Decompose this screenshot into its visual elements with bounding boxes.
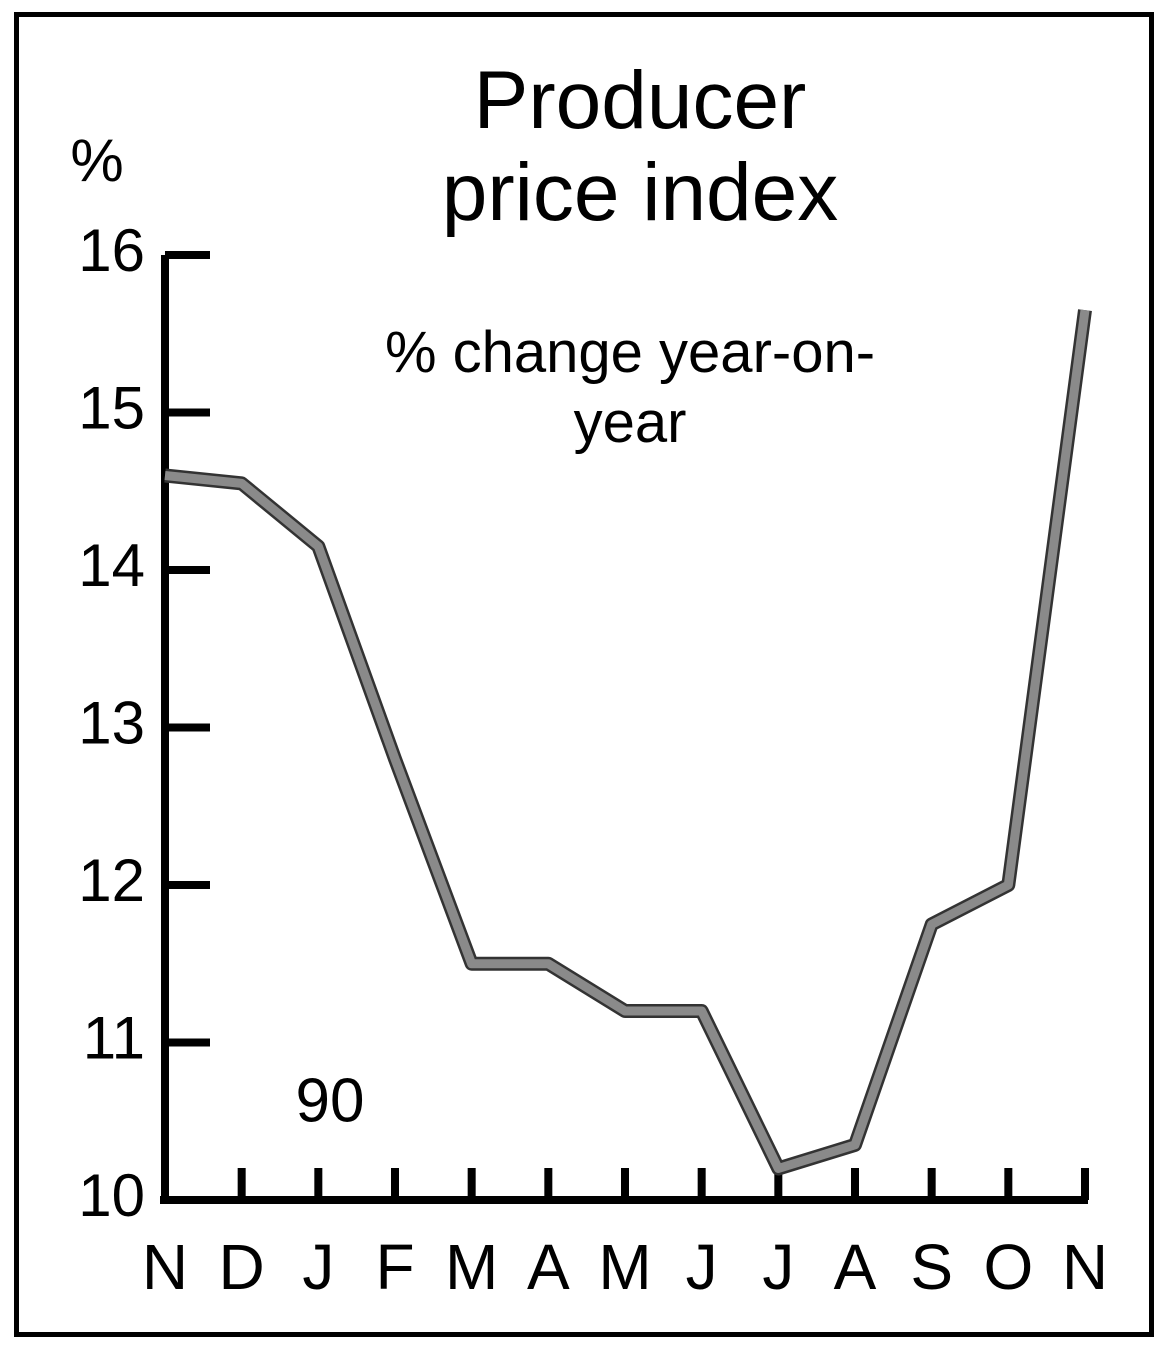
y-unit: % [70, 127, 123, 194]
y-tick-label: 15 [78, 374, 145, 441]
y-tick-label: 13 [78, 689, 145, 756]
x-tick-label: J [762, 1231, 794, 1303]
x-tick-label: S [910, 1231, 953, 1303]
y-tick-label: 12 [78, 847, 145, 914]
y-tick-label: 11 [83, 1004, 145, 1071]
annotation: 90 [296, 1066, 365, 1135]
x-tick-label: M [445, 1231, 498, 1303]
x-tick-label: D [219, 1231, 265, 1303]
data-line [164, 309, 1090, 1173]
chart-frame [14, 12, 1154, 1337]
y-tick-label: 10 [78, 1162, 145, 1229]
y-tick-label: 16 [78, 217, 145, 284]
x-tick-label: O [983, 1231, 1033, 1303]
x-tick-label: F [375, 1231, 414, 1303]
x-tick-label: M [598, 1231, 651, 1303]
x-tick-label: J [686, 1231, 718, 1303]
x-tick-label: N [1062, 1231, 1108, 1303]
y-tick-label: 14 [78, 532, 145, 599]
chart-title: Producer price index [441, 55, 839, 238]
x-tick-label: A [834, 1231, 877, 1303]
x-tick-label: N [142, 1231, 188, 1303]
x-tick-label: A [527, 1231, 570, 1303]
x-tick-label: J [302, 1231, 334, 1303]
chart-subtitle: % change year-on-year [384, 320, 876, 455]
